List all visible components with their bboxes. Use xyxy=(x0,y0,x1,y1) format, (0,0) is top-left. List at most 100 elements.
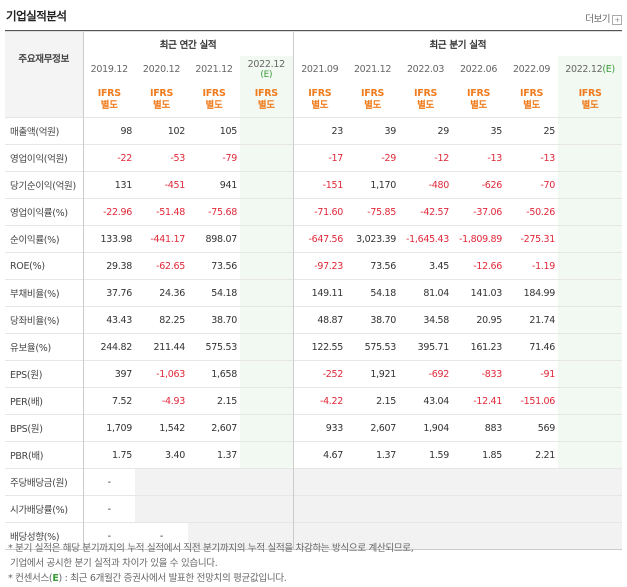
value-cell: -4.93 xyxy=(135,387,188,415)
value-cell: -50.26 xyxy=(505,198,559,226)
value-cell: 1.37 xyxy=(188,441,240,469)
value-cell xyxy=(558,144,623,172)
value-cell: 54.18 xyxy=(346,279,400,307)
value-cell: -692 xyxy=(399,360,453,388)
value-cell xyxy=(135,495,188,523)
value-cell: 244.82 xyxy=(82,333,135,361)
more-label[interactable]: 더보기 xyxy=(585,14,610,25)
value-cell xyxy=(240,387,294,415)
value-cell: 1.59 xyxy=(399,441,453,469)
value-cell: -22.96 xyxy=(82,198,135,226)
value-cell xyxy=(558,387,623,415)
value-cell: -4.22 xyxy=(292,387,347,415)
financial-table: 주요재무정보 최근 연간 실적 최근 분기 실적 2019.12 2020.12 2… xyxy=(5,31,623,550)
plus-box-icon[interactable]: + xyxy=(612,14,622,25)
table-row: 당기순이익(억원) 131 -451 941 -151 1,170 -480 -626 -70 xyxy=(5,171,623,199)
value-cell: 43.04 xyxy=(399,387,453,415)
table-row: BPS(원) 1,709 1,542 2,607 933 2,607 1,904 883 569 xyxy=(5,414,623,442)
value-cell: -70 xyxy=(505,171,559,199)
value-cell: -75.85 xyxy=(346,198,400,226)
value-cell: - xyxy=(82,522,135,550)
footnote-line: * 분기 실적은 해당 분기까지의 누적 실적에서 직전 분기까지의 누적 실적… xyxy=(8,543,414,554)
value-cell: 1,542 xyxy=(135,414,188,442)
value-cell xyxy=(346,522,400,550)
row-header-label: 주요재무정보 xyxy=(5,31,83,83)
value-cell xyxy=(558,279,623,307)
value-cell xyxy=(240,144,294,172)
value-cell xyxy=(558,522,623,550)
value-cell xyxy=(558,117,623,145)
value-cell xyxy=(135,468,188,496)
table-row: PER(배) 7.52 -4.93 2.15 -4.22 2.15 43.04 -12.41-… xyxy=(5,387,623,415)
value-cell: -1.19 xyxy=(505,252,559,280)
value-cell: -75.68 xyxy=(188,198,240,226)
value-cell xyxy=(558,198,623,226)
value-cell xyxy=(452,468,506,496)
value-cell: 883 xyxy=(452,414,506,442)
value-cell: 3.45 xyxy=(399,252,453,280)
row-label: 배당성향(%) xyxy=(5,522,83,550)
value-cell: -12.66 xyxy=(452,252,506,280)
period-header: 2021.09 xyxy=(292,56,347,83)
panel-header: 기업실적분석 더보기 + xyxy=(5,0,622,31)
value-cell: 23 xyxy=(292,117,347,145)
value-cell: 29 xyxy=(399,117,453,145)
value-cell: 73.56 xyxy=(346,252,400,280)
value-cell: 1,709 xyxy=(82,414,135,442)
value-cell: 1,170 xyxy=(346,171,400,199)
value-cell: 133.98 xyxy=(82,225,135,253)
value-cell: 2.15 xyxy=(346,387,400,415)
value-cell: -252 xyxy=(292,360,347,388)
row-label: BPS(원) xyxy=(5,414,83,442)
value-cell xyxy=(240,414,294,442)
value-cell: -51.48 xyxy=(135,198,188,226)
value-cell xyxy=(558,306,623,334)
value-cell: 569 xyxy=(505,414,559,442)
value-cell: -91 xyxy=(505,360,559,388)
value-cell: 211.44 xyxy=(135,333,188,361)
value-cell xyxy=(240,306,294,334)
value-cell xyxy=(399,522,453,550)
value-cell: 131 xyxy=(82,171,135,199)
value-cell: 25 xyxy=(505,117,559,145)
value-cell xyxy=(452,495,506,523)
quarter-group-header: 최근 분기 실적 xyxy=(292,31,623,56)
value-cell: -22 xyxy=(82,144,135,172)
period-header: 2022.03 xyxy=(406,64,445,75)
more-link[interactable]: 더보기 + xyxy=(585,11,622,25)
value-cell: -275.31 xyxy=(505,225,559,253)
value-cell: 20.95 xyxy=(452,306,506,334)
table-row: 유보율(%) 244.82 211.44 575.53 122.55 575.53 395.… xyxy=(5,333,623,361)
row-header-blank xyxy=(5,83,83,118)
value-cell: 141.03 xyxy=(452,279,506,307)
value-cell: 82.25 xyxy=(135,306,188,334)
period-header: 2022.09 xyxy=(512,64,551,75)
value-cell xyxy=(399,468,453,496)
table-row: PBR(배) 1.75 3.40 1.37 4.67 1.37 1.59 1.85 2.21 xyxy=(5,441,623,469)
row-label: 주당배당금(원) xyxy=(5,468,83,496)
value-cell: 21.74 xyxy=(505,306,559,334)
footnote-line: * 컨센서스(E) : 최근 6개월간 증권사에서 발표한 전망치의 평균값입니… xyxy=(8,573,287,584)
value-cell xyxy=(558,225,623,253)
table-row: 매출액(억원) 98 102 105 23 39 29 35 25 xyxy=(5,117,623,145)
row-label: PER(배) xyxy=(5,387,83,415)
table-row: 당좌비율(%) 43.43 82.25 38.70 48.87 38.70 34.58 20.… xyxy=(5,306,623,334)
period-header: 2022.06 xyxy=(459,64,498,75)
value-cell: 122.55 xyxy=(292,333,347,361)
value-cell: 71.46 xyxy=(505,333,559,361)
ifrs-badge: IFRS 별도 xyxy=(240,83,294,118)
period-header: 2021.12 xyxy=(195,64,233,75)
row-label: 영업이익(억원) xyxy=(5,144,83,172)
value-cell: 1.85 xyxy=(452,441,506,469)
value-cell: -1,809.89 xyxy=(452,225,506,253)
value-cell: -12 xyxy=(399,144,453,172)
period-header: 2020.12 xyxy=(142,64,181,75)
value-cell xyxy=(240,279,294,307)
value-cell: -42.57 xyxy=(399,198,453,226)
table-row: EPS(원) 397 -1,063 1,658 -252 1,921 -692 -833 -91 xyxy=(5,360,623,388)
value-cell xyxy=(505,522,559,550)
value-cell: 98 xyxy=(82,117,135,145)
value-cell: -833 xyxy=(452,360,506,388)
ifrs-badge: IFRS 별도 xyxy=(150,88,173,111)
